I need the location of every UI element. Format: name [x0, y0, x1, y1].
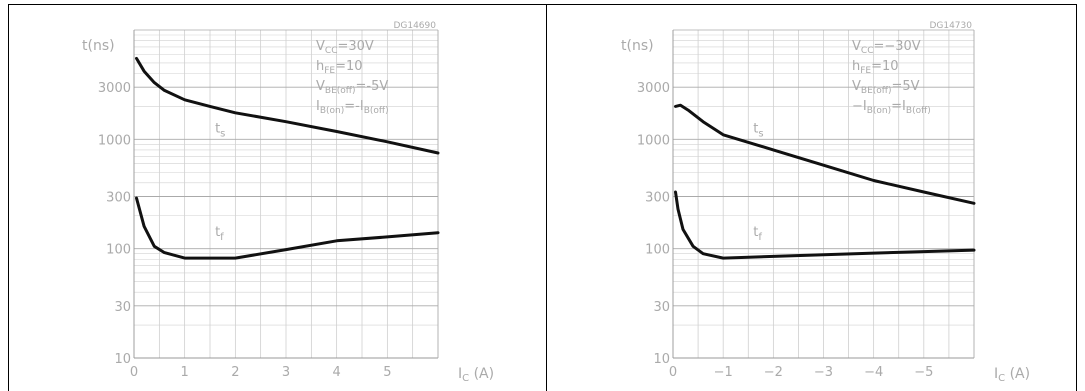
x-tick-label: −1: [714, 365, 733, 380]
condition-line: VBE(off)=5V: [852, 79, 920, 96]
series-label-ts: ts: [753, 122, 763, 140]
y-tick-label: 300: [106, 191, 131, 206]
chart-right: 10 30 100 300 1000 3000 0 −1 −2 −3 −4 −5 t(ns) IC (A)…: [621, 21, 1030, 384]
series-line-tf: [135, 196, 440, 260]
x-tick-label: 0: [130, 365, 138, 380]
condition-line: VBE(off)=-5V: [316, 79, 388, 96]
chart-left: 10 30 100 300 1000 3000 0 1 2 3 4 5 t(ns) IC (A) DG146…: [82, 21, 494, 384]
y-tick-label: 10: [653, 352, 670, 367]
condition-line: hFE=10: [316, 59, 363, 76]
figure-id-code: DG14690: [393, 21, 436, 31]
y-tick-label: 30: [114, 300, 131, 315]
x-axis-label: IC (A): [994, 366, 1030, 384]
x-tick-label: 4: [333, 365, 341, 380]
x-axis-label: IC (A): [458, 366, 494, 384]
y-tick-label: 10: [114, 352, 131, 367]
y-tick-label: 3000: [637, 81, 670, 96]
series-label-tf: tf: [753, 225, 762, 243]
series-label-tf: tf: [215, 225, 224, 243]
series-line-ts: [135, 56, 440, 155]
figure-id-code: DG14730: [929, 21, 972, 31]
condition-line: VCC=30V: [316, 39, 374, 56]
x-tick-label: −5: [914, 365, 933, 380]
y-tick-label: 30: [653, 300, 670, 315]
grid: [672, 29, 975, 359]
y-axis-label: t(ns): [82, 38, 115, 54]
series-label-ts: ts: [215, 122, 225, 140]
figure-frame: [8, 4, 1077, 391]
y-axis-label: t(ns): [621, 38, 654, 54]
x-tick-label: 3: [282, 365, 290, 380]
condition-line: IB(on)=-IB(off): [316, 99, 389, 116]
y-tick-label: 1000: [637, 133, 670, 148]
y-tick-label: 100: [645, 243, 670, 258]
series-line-ts: [674, 103, 976, 205]
condition-line: −IB(on)=IB(off): [852, 99, 931, 116]
x-tick-label: 0: [669, 365, 677, 380]
x-tick-label: −4: [864, 365, 883, 380]
panel-divider: [546, 4, 547, 391]
x-tick-label: 5: [383, 365, 391, 380]
y-tick-label: 300: [645, 191, 670, 206]
condition-line: hFE=10: [852, 59, 899, 76]
y-tick-label: 100: [106, 243, 131, 258]
x-tick-label: −2: [764, 365, 783, 380]
x-tick-label: 2: [231, 365, 239, 380]
x-tick-label: −3: [814, 365, 833, 380]
condition-line: VCC=−30V: [852, 39, 921, 56]
y-tick-label: 1000: [98, 133, 131, 148]
y-tick-label: 3000: [98, 81, 131, 96]
series-line-tf: [674, 190, 976, 260]
x-tick-label: 1: [181, 365, 189, 380]
grid: [133, 29, 439, 359]
